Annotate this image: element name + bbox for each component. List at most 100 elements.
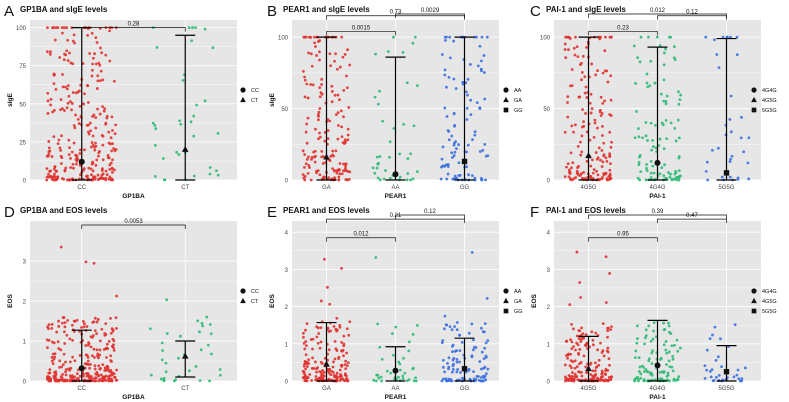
data-point <box>645 370 649 373</box>
data-point <box>453 124 457 127</box>
data-point <box>664 340 668 343</box>
data-point <box>91 56 95 60</box>
data-point <box>608 272 612 275</box>
data-point <box>90 74 94 78</box>
significance-bracket <box>588 214 727 219</box>
data-point <box>314 360 317 364</box>
data-point <box>443 370 446 374</box>
data-point <box>566 352 570 356</box>
data-point <box>81 62 85 65</box>
data-point <box>601 160 605 164</box>
data-point <box>50 359 54 363</box>
data-point <box>216 173 220 177</box>
data-point <box>451 368 455 371</box>
data-point <box>47 327 50 331</box>
data-point <box>309 52 313 56</box>
data-point <box>330 84 334 88</box>
data-point <box>70 108 73 112</box>
data-point <box>346 133 350 137</box>
data-point <box>304 130 308 134</box>
data-point <box>373 95 377 99</box>
data-point <box>92 347 96 351</box>
data-point <box>305 141 309 145</box>
data-point <box>96 352 100 356</box>
data-point <box>441 377 445 381</box>
significance-bracket <box>395 13 465 18</box>
data-point <box>73 41 76 45</box>
data-point <box>49 97 53 101</box>
data-point <box>301 149 305 153</box>
data-point <box>375 155 379 159</box>
data-point <box>97 151 101 155</box>
data-point <box>665 94 669 98</box>
data-point <box>578 370 581 374</box>
legend-key <box>503 308 509 314</box>
data-point <box>601 125 604 128</box>
data-point <box>323 139 327 143</box>
data-point <box>639 35 643 39</box>
data-point <box>398 152 402 156</box>
data-point <box>95 158 99 162</box>
x-axis-label: GP1BA <box>122 193 145 200</box>
data-point <box>63 379 67 383</box>
data-point <box>594 151 598 154</box>
data-point <box>451 156 454 159</box>
x-axis-label: GP1BA <box>122 394 145 401</box>
data-point <box>208 323 212 326</box>
data-point <box>405 178 409 182</box>
data-point <box>569 151 573 155</box>
data-point <box>441 339 445 342</box>
data-point <box>318 370 322 373</box>
data-point <box>110 371 114 375</box>
data-point <box>162 377 166 380</box>
y-tick-label: 4 <box>285 231 289 237</box>
data-point <box>65 333 69 337</box>
data-point <box>48 52 52 56</box>
data-point <box>310 155 314 159</box>
data-point <box>592 343 595 347</box>
data-point <box>52 167 56 171</box>
data-point <box>327 368 331 371</box>
data-point <box>566 356 569 360</box>
data-point <box>306 171 310 175</box>
data-point <box>377 161 380 165</box>
data-point <box>155 45 159 49</box>
data-point <box>53 178 57 182</box>
data-point <box>336 67 339 71</box>
data-point <box>333 339 337 343</box>
data-point <box>64 166 68 170</box>
data-point <box>674 139 678 143</box>
data-point <box>608 152 612 156</box>
data-point <box>61 372 65 376</box>
data-point <box>647 35 650 39</box>
data-point <box>585 341 589 345</box>
data-point <box>446 172 450 176</box>
data-point <box>667 321 670 325</box>
data-point <box>453 150 457 154</box>
data-point <box>568 170 572 174</box>
data-point <box>105 173 109 177</box>
data-point <box>93 379 97 383</box>
data-point <box>608 35 612 39</box>
mean-marker <box>181 352 189 359</box>
data-point <box>307 358 311 362</box>
data-point <box>578 348 582 351</box>
data-point <box>89 345 93 349</box>
data-point <box>470 174 474 178</box>
data-point <box>348 170 352 174</box>
data-point <box>575 365 579 369</box>
data-point <box>115 294 119 298</box>
data-point <box>56 379 60 383</box>
data-point <box>606 326 610 330</box>
data-point <box>188 369 191 373</box>
data-point <box>107 156 111 160</box>
data-point <box>327 348 331 352</box>
data-point <box>329 64 332 68</box>
data-point <box>392 126 396 130</box>
data-point <box>480 326 483 330</box>
data-point <box>443 73 447 77</box>
data-point <box>455 360 459 364</box>
data-point <box>730 154 734 158</box>
data-point <box>301 70 305 73</box>
data-point <box>638 365 642 369</box>
